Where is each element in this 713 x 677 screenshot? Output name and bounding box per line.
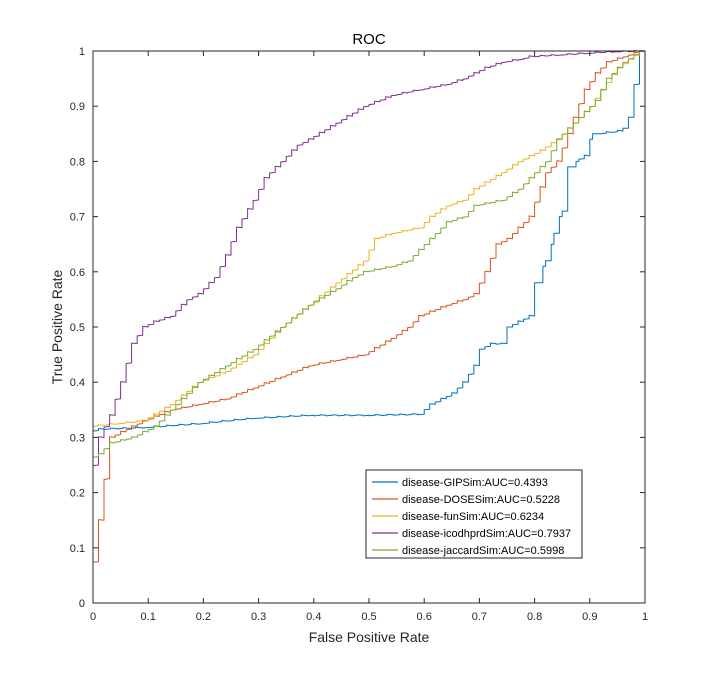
x-axis-label: False Positive Rate bbox=[309, 629, 430, 645]
x-axis-ticks: 0 0.1 0.2 0.3 0.4 0.5 0.6 0.7 0.8 0.9 1 bbox=[90, 51, 648, 623]
y-tick-label: 0.3 bbox=[70, 432, 85, 444]
roc-curve-4 bbox=[92, 50, 646, 603]
legend-entry-label: disease-icodhprdSim:AUC=0.7937 bbox=[402, 528, 571, 540]
x-tick-label: 0.5 bbox=[361, 611, 376, 623]
legend-box bbox=[365, 469, 583, 559]
x-tick-label: 0.6 bbox=[417, 611, 432, 623]
x-tick-label: 0.2 bbox=[196, 611, 211, 623]
y-tick-label: 0.4 bbox=[70, 377, 85, 389]
x-tick-label: 0.9 bbox=[582, 611, 597, 623]
y-axis-label: True Positive Rate bbox=[49, 269, 65, 384]
chart-title: ROC bbox=[352, 31, 386, 48]
y-tick-label: 1 bbox=[79, 46, 85, 58]
y-tick-label: 0.2 bbox=[70, 488, 85, 500]
x-tick-label: 0.3 bbox=[251, 611, 266, 623]
y-tick-label: 0.1 bbox=[70, 543, 85, 555]
y-tick-label: 0.5 bbox=[70, 322, 85, 334]
x-tick-label: 0 bbox=[90, 611, 96, 623]
roc-curve-3 bbox=[92, 50, 646, 603]
legend-entry-label: disease-DOSESim:AUC=0.5228 bbox=[402, 494, 560, 506]
curves-layer bbox=[92, 49, 646, 603]
x-tick-label: 0.1 bbox=[141, 611, 156, 623]
y-axis-ticks: 0 0.1 0.2 0.3 0.4 0.5 0.6 0.7 0.8 0.9 1 bbox=[70, 46, 645, 610]
legend-entry-label: disease-jaccardSim:AUC=0.5998 bbox=[402, 545, 564, 557]
roc-curve-1 bbox=[92, 50, 646, 603]
x-tick-label: 0.8 bbox=[527, 611, 542, 623]
y-tick-label: 0.6 bbox=[70, 267, 85, 279]
x-tick-label: 0.4 bbox=[306, 611, 321, 623]
legend-entry-label: disease-GIPSim:AUC=0.4393 bbox=[402, 477, 548, 489]
legend-entry-label: disease-funSim:AUC=0.6234 bbox=[402, 511, 544, 523]
y-tick-label: 0.8 bbox=[70, 156, 85, 168]
y-tick-label: 0 bbox=[79, 598, 85, 610]
x-tick-label: 0.7 bbox=[472, 611, 487, 623]
x-tick-label: 1 bbox=[642, 611, 648, 623]
y-tick-label: 0.9 bbox=[70, 101, 85, 113]
y-tick-label: 0.7 bbox=[70, 212, 85, 224]
roc-curve-2 bbox=[92, 49, 646, 603]
roc-curve-0 bbox=[92, 49, 646, 603]
legend: disease-GIPSim:AUC=0.4393 disease-DOSESim… bbox=[365, 469, 583, 559]
